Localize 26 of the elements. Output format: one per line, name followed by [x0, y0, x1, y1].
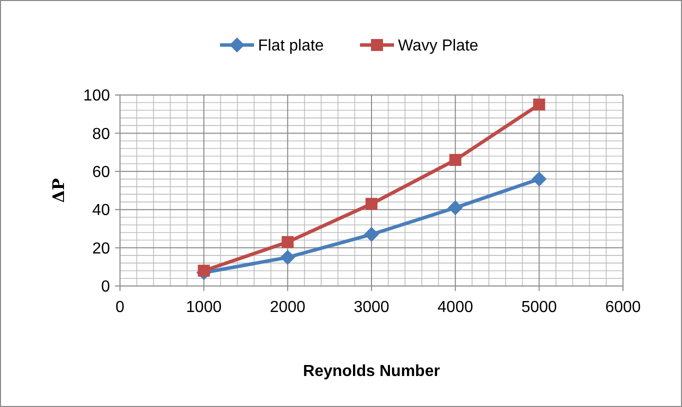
- x-tick-label: 1000: [186, 299, 222, 316]
- y-tick-label: 20: [92, 240, 110, 258]
- x-axis-title: Reynolds Number: [303, 363, 440, 380]
- x-tick-label: 3000: [354, 299, 390, 316]
- legend-label: Flat plate: [258, 38, 324, 55]
- y-tick-label: 80: [92, 126, 110, 143]
- x-tick-label: 0: [116, 299, 125, 316]
- point: [449, 154, 462, 166]
- y-tick-label: 0: [101, 278, 110, 296]
- point: [532, 172, 547, 187]
- point: [280, 250, 296, 265]
- y-tick-label: 60: [92, 164, 110, 181]
- point: [198, 264, 210, 277]
- point: [364, 226, 379, 242]
- legend-label: Wavy Plate: [398, 38, 478, 55]
- point: [448, 200, 463, 216]
- x-tick-label: 4000: [438, 299, 474, 316]
- point: [533, 98, 546, 111]
- x-tick-label: 2000: [270, 299, 306, 316]
- y-tick-label: 100: [83, 88, 110, 105]
- y-axis-title: ΔP: [49, 178, 68, 203]
- y-tick-label: 40: [92, 202, 110, 220]
- x-tick-label: 6000: [605, 299, 641, 316]
- point: [282, 236, 294, 248]
- x-tick-label: 5000: [521, 299, 558, 316]
- point: [366, 198, 378, 210]
